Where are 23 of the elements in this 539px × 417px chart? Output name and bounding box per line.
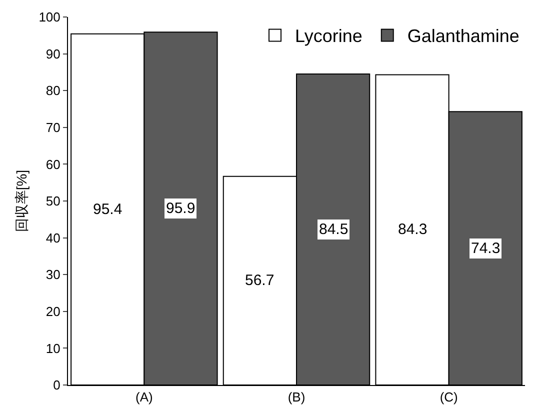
data-label: 56.7 [245,272,274,289]
y-tick-label: 60 [46,156,60,172]
legend-label: Galanthamine [407,26,520,46]
data-label: 95.9 [166,200,196,217]
y-tick-label: 10 [46,340,60,356]
y-tick-label: 80 [46,83,60,98]
y-tick-label: 30 [46,267,60,282]
y-tick-label: 20 [46,304,60,319]
data-label: 74.3 [471,240,500,257]
y-tick-label: 100 [38,10,60,25]
data-label: 84.3 [398,221,428,238]
x-tick-label: (B) [288,390,306,405]
y-tick-label: 90 [46,46,60,62]
x-tick-label: (C) [440,390,458,405]
data-label: 95.4 [93,201,122,218]
legend-label: Lycorine [295,26,362,46]
y-tick-label: 0 [53,378,60,393]
x-tick-label: (A) [136,390,153,405]
y-axis-title: 回収率[%] [13,170,30,232]
data-label: 84.5 [319,221,348,238]
y-tick-label: 70 [46,120,60,135]
y-tick-label: 40 [46,230,60,246]
y-tick-label: 50 [46,194,60,209]
